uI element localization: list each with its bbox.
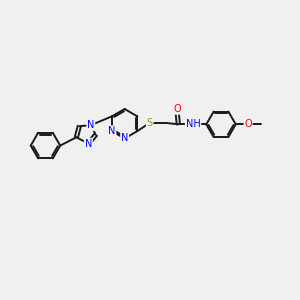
- Text: O: O: [173, 104, 181, 114]
- Text: NH: NH: [186, 119, 200, 129]
- Text: N: N: [87, 120, 94, 130]
- Text: N: N: [121, 134, 128, 143]
- Text: N: N: [108, 126, 116, 136]
- Text: O: O: [244, 119, 252, 129]
- Text: N: N: [85, 139, 92, 148]
- Text: S: S: [147, 118, 153, 128]
